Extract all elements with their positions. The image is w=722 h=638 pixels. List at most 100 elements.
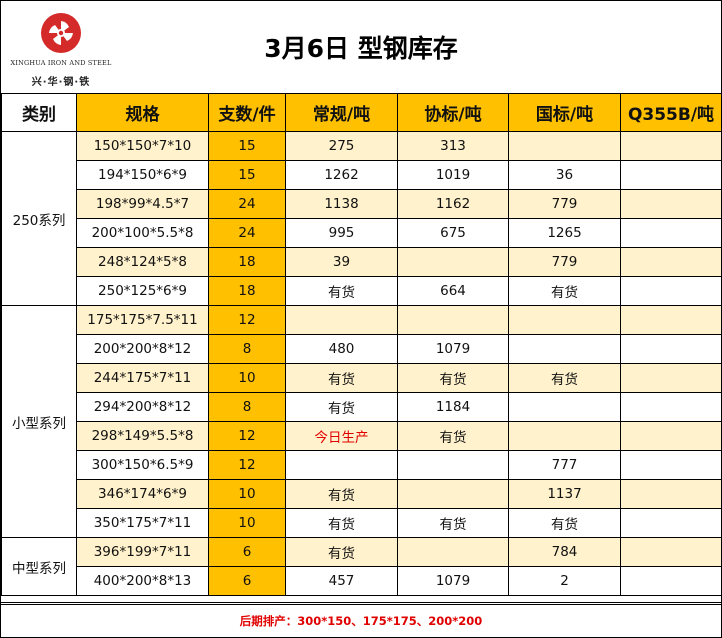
table-row: 250系列 150*150*7*10 15 275 313 <box>1 131 722 306</box>
page-title: 3月6日 型钢库存 <box>264 34 458 63</box>
qty-cell: 24 <box>208 218 286 248</box>
spec-cell: 248*124*5*8 <box>76 247 209 277</box>
national-cell <box>508 334 621 364</box>
q355b-cell <box>620 131 722 161</box>
table-row: 298*149*5.5*8 12 今日生产 有货 <box>2 421 722 451</box>
q355b-cell <box>620 276 722 306</box>
table-row: 小型系列 175*175*7.5*11 12 <box>1 305 722 538</box>
spec-cell: 250*125*6*9 <box>76 276 209 306</box>
qty-cell: 12 <box>208 450 286 480</box>
national-cell <box>508 305 621 335</box>
table-row: 250*125*6*9 18 有货 664 有货 <box>2 276 722 306</box>
q355b-cell <box>620 566 722 596</box>
national-cell <box>508 131 621 161</box>
national-cell: 有货 <box>508 363 621 393</box>
spec-cell: 300*150*6.5*9 <box>76 450 209 480</box>
q355b-cell <box>620 479 722 509</box>
header-regular: 常规/吨 <box>285 93 398 132</box>
header-category: 类别 <box>1 93 77 132</box>
table-row: 294*200*8*12 8 有货 1184 <box>2 392 722 422</box>
association-cell: 1079 <box>397 566 509 596</box>
spec-cell: 150*150*7*10 <box>76 131 209 161</box>
qty-cell: 12 <box>208 421 286 451</box>
qty-cell: 18 <box>208 276 286 306</box>
regular-cell: 1138 <box>285 189 398 219</box>
regular-cell: 有货 <box>285 537 398 567</box>
regular-cell: 今日生产 <box>285 421 398 451</box>
qty-cell: 15 <box>208 131 286 161</box>
association-cell <box>397 247 509 277</box>
q355b-cell <box>620 305 722 335</box>
regular-cell <box>285 450 398 480</box>
regular-cell: 有货 <box>285 276 398 306</box>
table-row: 194*150*6*9 15 1262 1019 36 <box>2 160 722 190</box>
regular-cell: 995 <box>285 218 398 248</box>
spec-cell: 294*200*8*12 <box>76 392 209 422</box>
qty-cell: 15 <box>208 160 286 190</box>
association-cell: 313 <box>397 131 509 161</box>
category-cell: 250系列 <box>1 131 77 306</box>
spec-cell: 198*99*4.5*7 <box>76 189 209 219</box>
q355b-cell <box>620 247 722 277</box>
qty-cell: 24 <box>208 189 286 219</box>
sheet-header: XINGHUA IRON AND STEEL 兴·华·钢·铁 3月6日 型钢库存 <box>1 1 721 93</box>
qty-cell: 6 <box>208 566 286 596</box>
qty-cell: 10 <box>208 508 286 538</box>
header-qty: 支数/件 <box>208 93 286 132</box>
table-row: 300*150*6.5*9 12 777 <box>2 450 722 480</box>
table-header-row: 类别 规格 支数/件 常规/吨 协标/吨 国标/吨 Q355B/吨 <box>1 93 722 132</box>
association-cell: 有货 <box>397 508 509 538</box>
spec-cell: 298*149*5.5*8 <box>76 421 209 451</box>
table-row: 350*175*7*11 10 有货 有货 有货 <box>2 508 722 538</box>
national-cell: 有货 <box>508 508 621 538</box>
q355b-cell <box>620 363 722 393</box>
regular-cell: 480 <box>285 334 398 364</box>
q355b-cell <box>620 508 722 538</box>
q355b-cell <box>620 450 722 480</box>
header-spec: 规格 <box>76 93 209 132</box>
regular-cell: 有货 <box>285 392 398 422</box>
national-cell: 779 <box>508 247 621 277</box>
qty-cell: 10 <box>208 363 286 393</box>
q355b-cell <box>620 421 722 451</box>
q355b-cell <box>620 218 722 248</box>
q355b-cell <box>620 189 722 219</box>
association-cell: 有货 <box>397 363 509 393</box>
table-row: 198*99*4.5*7 24 1138 1162 779 <box>2 189 722 219</box>
qty-cell: 8 <box>208 392 286 422</box>
logo-pinwheel-icon <box>49 21 73 45</box>
qty-cell: 6 <box>208 537 286 567</box>
spec-cell: 194*150*6*9 <box>76 160 209 190</box>
national-cell <box>508 421 621 451</box>
regular-cell: 457 <box>285 566 398 596</box>
association-cell: 1162 <box>397 189 509 219</box>
association-cell: 1184 <box>397 392 509 422</box>
stock-table-body: 250系列 150*150*7*10 15 275 313 194*150*6*9 15 12… <box>1 131 722 596</box>
header-q355b: Q355B/吨 <box>620 93 722 132</box>
regular-cell: 39 <box>285 247 398 277</box>
table-row: 中型系列 396*199*7*11 6 有货 784 <box>1 537 722 596</box>
company-logo: XINGHUA IRON AND STEEL 兴·华·钢·铁 <box>5 7 117 89</box>
spec-cell: 350*175*7*11 <box>76 508 209 538</box>
association-cell: 有货 <box>397 421 509 451</box>
association-cell <box>397 479 509 509</box>
header-association: 协标/吨 <box>397 93 509 132</box>
national-cell <box>508 392 621 422</box>
association-cell: 1079 <box>397 334 509 364</box>
national-cell: 有货 <box>508 276 621 306</box>
national-cell: 2 <box>508 566 621 596</box>
table-row: 346*174*6*9 10 有货 1137 <box>2 479 722 509</box>
association-cell: 675 <box>397 218 509 248</box>
spec-cell: 400*200*8*13 <box>76 566 209 596</box>
logo-english-name: XINGHUA IRON AND STEEL <box>10 59 112 67</box>
table-row: 248*124*5*8 18 39 779 <box>2 247 722 277</box>
header-national: 国标/吨 <box>508 93 621 132</box>
spec-cell: 346*174*6*9 <box>76 479 209 509</box>
q355b-cell <box>620 334 722 364</box>
national-cell: 777 <box>508 450 621 480</box>
regular-cell: 275 <box>285 131 398 161</box>
table-row: 200*100*5.5*8 24 995 675 1265 <box>2 218 722 248</box>
national-cell: 779 <box>508 189 621 219</box>
q355b-cell <box>620 160 722 190</box>
spec-cell: 200*100*5.5*8 <box>76 218 209 248</box>
